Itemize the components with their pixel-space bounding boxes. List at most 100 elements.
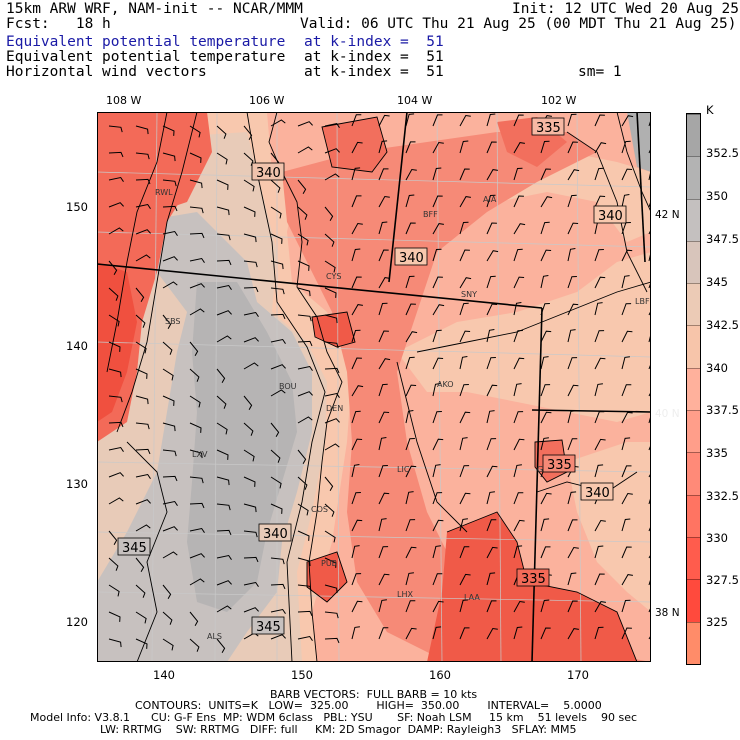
wind-barb [594,276,606,289]
city-aia: AIA [483,195,497,204]
wind-barb [243,286,259,293]
wind-barb [135,557,145,572]
colorbar-segment [687,536,700,580]
wind-barb [567,248,576,262]
wind-barb [459,140,469,154]
wind-barb [216,233,231,241]
wind-barb [135,611,147,624]
wind-barb [216,449,229,460]
wind-barb [378,599,387,613]
colorbar-segment [687,452,700,495]
wind-barb [378,358,391,370]
wind-barb [378,249,389,262]
wind-barb [432,329,442,343]
theta-e-region-335-central [282,132,651,662]
wind-barb [324,392,340,398]
wind-barb [486,222,497,235]
wind-barb [351,545,360,559]
wind-barb [189,553,205,559]
wind-barb [108,421,124,428]
wind-barb [189,308,205,316]
wind-barb [162,475,178,482]
wind-barb [405,491,414,505]
wind-barb [432,464,441,478]
wind-barb [405,546,417,559]
contour-label-2: 340 [256,166,281,181]
wind-barb [189,476,204,484]
wind-barb [594,383,603,397]
wind-barb [324,367,340,374]
colorbar [686,113,701,665]
wind-barb [135,314,146,328]
field-2-name: Equivalent potential temperature [6,49,286,65]
wind-barb [459,330,471,343]
wind-barb [270,503,283,514]
wind-barb [567,141,578,154]
wind-barb [432,519,444,532]
wind-barb [540,330,552,343]
colorbar-segment [687,283,700,326]
wind-barb [135,638,148,649]
wind-barb [108,151,124,158]
wind-barb [459,546,470,559]
colorbar-segment [687,325,700,368]
lat-label-38n: 38 N [655,607,680,619]
wind-barb [567,546,579,559]
wind-barb [432,626,442,640]
wind-barb [135,368,148,379]
wind-barb [459,221,469,235]
map-frame [97,112,651,662]
wind-barb [324,122,340,128]
wind-barb [216,554,232,560]
wind-barb [216,259,232,266]
wind-barb [378,546,389,559]
init-time: Init: 12 UTC Wed 20 Aug 25 [512,1,739,17]
city-lhx: LHX [397,590,413,599]
forecast-hour: Fcst: 18 h [6,16,111,32]
contour-label-8: 340 [263,527,288,542]
wind-barb [459,573,471,586]
wind-barb [513,626,523,640]
wind-barb [378,573,390,586]
wind-barb [297,557,311,567]
wind-barb [513,600,525,613]
wind-barb [486,546,498,559]
contour-label-6: 340 [585,486,610,501]
wind-barb [135,422,150,430]
wind-barb [459,356,468,370]
wind-barb [162,551,178,559]
valid-time: Valid: 06 UTC Thu 21 Aug 25 (00 MDT Thu … [300,16,737,32]
wind-barb [243,395,253,410]
wind-barb [108,611,121,622]
wind-barb [162,125,175,136]
wind-barb [324,503,335,517]
wind-barb [297,206,308,220]
city-rwl: RWL [155,188,173,197]
wind-barb [621,465,632,478]
wind-barb [594,411,605,424]
wind-barb [324,557,337,568]
wind-barb [621,599,631,613]
wind-barb [459,302,469,316]
wind-barb [486,410,495,424]
x-tick-160: 160 [429,668,451,682]
colorbar-segment [687,198,700,241]
wind-barb [378,140,388,154]
wind-barb [270,338,286,344]
lon-label-108w: 108 W [106,94,142,107]
wind-barb [486,384,498,397]
wind-barb [540,196,553,208]
wind-barb [540,411,552,424]
wind-barb [270,364,286,370]
wind-barb [540,627,551,640]
wind-barb [378,277,390,289]
county-grid [97,112,651,662]
wind-barb [324,584,338,594]
wind-barb [567,169,580,181]
wind-barb [405,222,416,235]
wind-barb [108,314,120,327]
wind-barb [486,113,496,127]
wind-barb [243,125,253,140]
wind-barb [189,422,202,433]
city-laa: LAA [464,593,480,602]
